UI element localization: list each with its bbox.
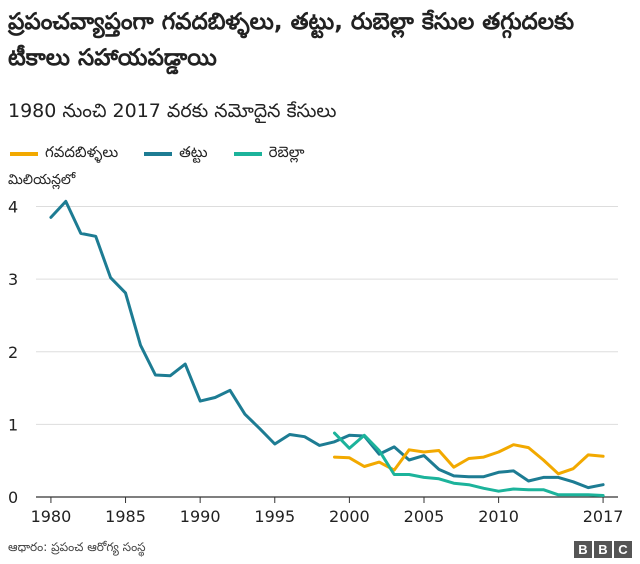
legend-label-measles: తట్టు xyxy=(179,143,208,161)
y-tick-label: 2 xyxy=(8,343,18,362)
y-axis-label: మిలియన్లలో xyxy=(8,172,77,190)
legend-swatch-measles xyxy=(144,152,173,156)
x-tick-label: 2005 xyxy=(404,507,445,526)
bbc-logo: B B C xyxy=(574,541,632,558)
legend-item-mumps: గవదబిళ్ళలు xyxy=(10,143,118,165)
mumps-line xyxy=(333,443,605,476)
x-tick-label: 2000 xyxy=(329,507,370,526)
legend: గవదబిళ్ళలు తట్టు రెబెల్లా xyxy=(10,142,330,166)
x-tick-label: 2010 xyxy=(478,507,519,526)
legend-label-rubella: రెబెల్లా xyxy=(268,143,305,161)
legend-swatch-rubella xyxy=(233,152,262,156)
source-note: ఆధారం: ప్రపంచ ఆరోగ్య సంస్థ xyxy=(8,540,146,554)
measles-line xyxy=(49,199,605,490)
y-tick-label: 0 xyxy=(8,488,18,507)
legend-item-measles: తట్టు xyxy=(144,143,208,165)
legend-item-rubella: రెబెల్లా xyxy=(233,143,305,165)
bbc-logo-letter: C xyxy=(614,541,632,558)
x-tick-label: 1985 xyxy=(105,507,146,526)
x-tick-label: 1995 xyxy=(254,507,295,526)
legend-label-mumps: గవదబిళ్ళలు xyxy=(45,143,119,161)
chart-subtitle: 1980 నుంచి 2017 వరకు నమోదైన కేసులు xyxy=(8,100,337,122)
y-tick-label: 3 xyxy=(8,270,18,289)
x-tick-label: 1990 xyxy=(180,507,221,526)
y-tick-label: 1 xyxy=(8,415,18,434)
rubella-line xyxy=(333,431,605,497)
x-tick-label: 2017 xyxy=(583,507,624,526)
line-chart: మిలియన్లలో 0 1 2 3 4 1980 1985 1990 1995 2000 2005 2… xyxy=(8,172,624,526)
bbc-logo-letter: B xyxy=(594,541,612,558)
y-tick-label: 4 xyxy=(8,198,18,217)
chart-title: ప్రపంచవ్యాప్తంగా గవదబిళ్ళలు, తట్టు, రుబె… xyxy=(8,9,575,71)
legend-swatch-mumps xyxy=(10,152,38,156)
bbc-logo-letter: B xyxy=(574,541,592,558)
x-tick-label: 1980 xyxy=(31,507,72,526)
